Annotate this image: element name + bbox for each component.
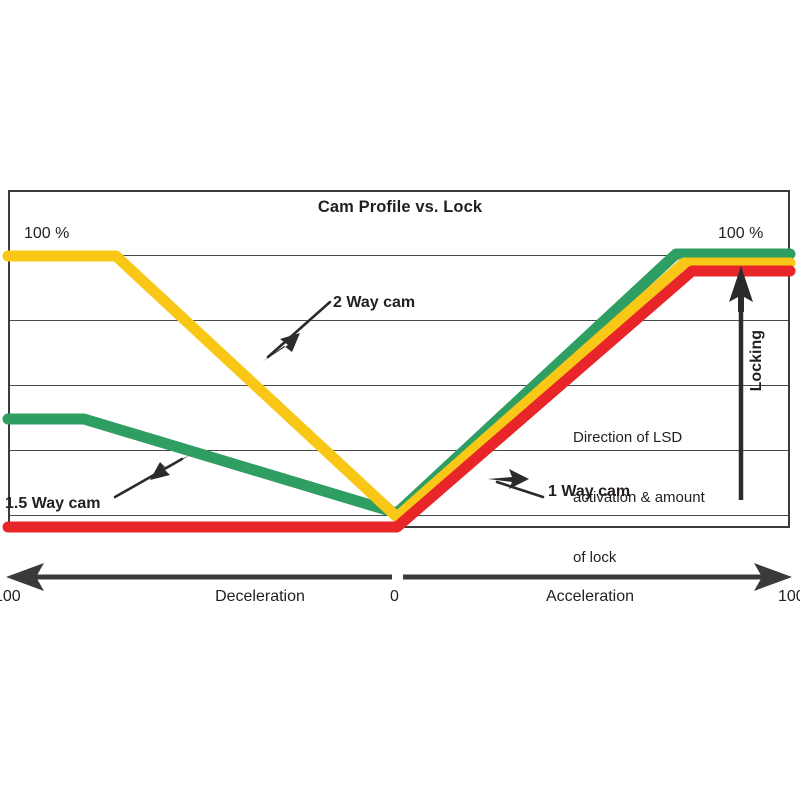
locking-direction-arrow xyxy=(729,266,753,500)
gridline-2 xyxy=(10,320,788,321)
lsd-note-line-1: Direction of LSD xyxy=(573,428,683,446)
label-cam-15way: 1.5 Way cam xyxy=(5,495,101,512)
axis-arrow-acceleration xyxy=(403,563,792,591)
axis-tick-right-100: 100 xyxy=(778,588,800,605)
chart-title: Cam Profile vs. Lock xyxy=(317,198,483,216)
gridline-1 xyxy=(10,255,788,256)
lsd-note-line-3: of lock xyxy=(573,548,617,566)
label-cam-2way: 2 Way cam xyxy=(333,294,416,311)
label-percent-left: 100 % xyxy=(24,225,70,242)
axis-arrow-deceleration xyxy=(6,563,392,591)
axis-tick-zero: 0 xyxy=(390,588,399,605)
label-percent-right: 100 % xyxy=(718,225,764,242)
series-cam-2way xyxy=(2,250,796,523)
label-locking-axis: Locking xyxy=(748,330,765,392)
axis-label-deceleration: Deceleration xyxy=(215,588,305,605)
lsd-note-line-2: activation & amount xyxy=(573,488,705,506)
leader-arrow-15way xyxy=(113,455,190,499)
gridline-3 xyxy=(10,385,788,386)
label-lsd-direction-note: Direction of LSD activation & amount of … xyxy=(573,388,705,607)
axis-tick-left-100: 100 xyxy=(0,588,21,605)
axis-label-acceleration: Acceleration xyxy=(545,588,635,605)
gridline-4 xyxy=(10,450,788,451)
leader-arrow-1way xyxy=(488,469,545,499)
label-cam-1way: 1 Way cam xyxy=(548,483,631,500)
leader-arrow-2way xyxy=(262,300,332,362)
